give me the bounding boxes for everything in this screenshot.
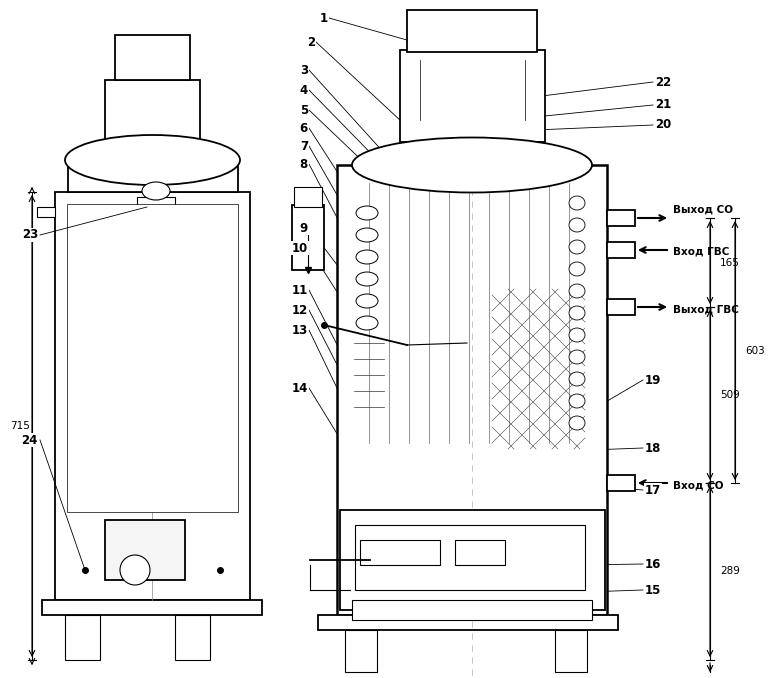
Bar xyxy=(55,192,250,600)
Bar xyxy=(148,262,168,272)
Text: 17: 17 xyxy=(645,483,661,496)
Text: 5: 5 xyxy=(300,104,308,117)
Ellipse shape xyxy=(356,294,378,308)
Bar xyxy=(407,10,537,52)
Text: 7: 7 xyxy=(300,140,308,153)
Bar xyxy=(105,80,200,160)
Text: 19: 19 xyxy=(645,374,661,386)
Text: 1: 1 xyxy=(320,12,328,24)
Text: Выход СО: Выход СО xyxy=(673,205,733,215)
Bar xyxy=(137,197,175,225)
Text: 165: 165 xyxy=(720,258,740,268)
Text: 20: 20 xyxy=(655,119,671,132)
Ellipse shape xyxy=(569,306,585,320)
Ellipse shape xyxy=(569,372,585,386)
Text: 9: 9 xyxy=(300,222,308,235)
Bar xyxy=(352,600,592,620)
Bar xyxy=(148,272,168,282)
Text: 24: 24 xyxy=(22,433,38,447)
Ellipse shape xyxy=(569,350,585,364)
Text: 14: 14 xyxy=(291,382,308,395)
Bar xyxy=(337,165,607,615)
Ellipse shape xyxy=(569,196,585,210)
Ellipse shape xyxy=(569,262,585,276)
Text: 289: 289 xyxy=(720,567,740,576)
Text: 23: 23 xyxy=(22,228,38,241)
Ellipse shape xyxy=(352,138,592,193)
Text: 10: 10 xyxy=(291,241,308,254)
Text: 3: 3 xyxy=(300,64,308,77)
Bar xyxy=(67,204,238,512)
Bar xyxy=(400,50,545,142)
Bar xyxy=(115,35,190,80)
Ellipse shape xyxy=(356,316,378,330)
Text: 21: 21 xyxy=(655,98,671,111)
Bar xyxy=(607,210,635,226)
Text: 4: 4 xyxy=(300,83,308,96)
Bar xyxy=(292,205,324,270)
Ellipse shape xyxy=(65,135,240,185)
Text: Вход ГВС: Вход ГВС xyxy=(673,247,729,257)
Bar xyxy=(68,160,238,192)
Text: 715: 715 xyxy=(10,421,30,431)
Bar xyxy=(175,615,210,660)
Text: 18: 18 xyxy=(645,441,661,454)
Text: 15: 15 xyxy=(645,584,661,597)
Text: Вход СО: Вход СО xyxy=(673,480,724,490)
Ellipse shape xyxy=(569,416,585,430)
Ellipse shape xyxy=(569,284,585,298)
Ellipse shape xyxy=(569,240,585,254)
Text: 603: 603 xyxy=(745,346,765,355)
Bar xyxy=(318,615,618,630)
Text: 13: 13 xyxy=(291,323,308,336)
Ellipse shape xyxy=(356,228,378,242)
Bar xyxy=(340,510,605,610)
Text: 2: 2 xyxy=(307,35,315,49)
Bar xyxy=(607,475,635,491)
Bar xyxy=(65,615,100,660)
Bar xyxy=(555,630,587,672)
Bar xyxy=(607,242,635,258)
Bar xyxy=(355,525,585,590)
Text: 6: 6 xyxy=(300,121,308,134)
Text: 12: 12 xyxy=(291,304,308,317)
Ellipse shape xyxy=(569,218,585,232)
Bar xyxy=(455,540,505,565)
Ellipse shape xyxy=(142,182,170,200)
Ellipse shape xyxy=(569,394,585,408)
Ellipse shape xyxy=(356,272,378,286)
Bar xyxy=(105,520,185,580)
Bar xyxy=(294,187,322,207)
Bar xyxy=(37,207,55,217)
Bar xyxy=(360,540,440,565)
Ellipse shape xyxy=(356,250,378,264)
Bar xyxy=(42,600,262,615)
Text: 22: 22 xyxy=(655,75,671,89)
Bar xyxy=(152,225,164,270)
Text: Выход ГВС: Выход ГВС xyxy=(673,304,739,314)
Ellipse shape xyxy=(569,328,585,342)
Text: 11: 11 xyxy=(291,283,308,296)
Ellipse shape xyxy=(356,206,378,220)
Ellipse shape xyxy=(120,555,150,585)
Text: 16: 16 xyxy=(645,557,661,570)
Bar xyxy=(607,299,635,315)
Bar xyxy=(345,630,377,672)
Text: 509: 509 xyxy=(720,390,740,400)
Text: 8: 8 xyxy=(300,157,308,170)
